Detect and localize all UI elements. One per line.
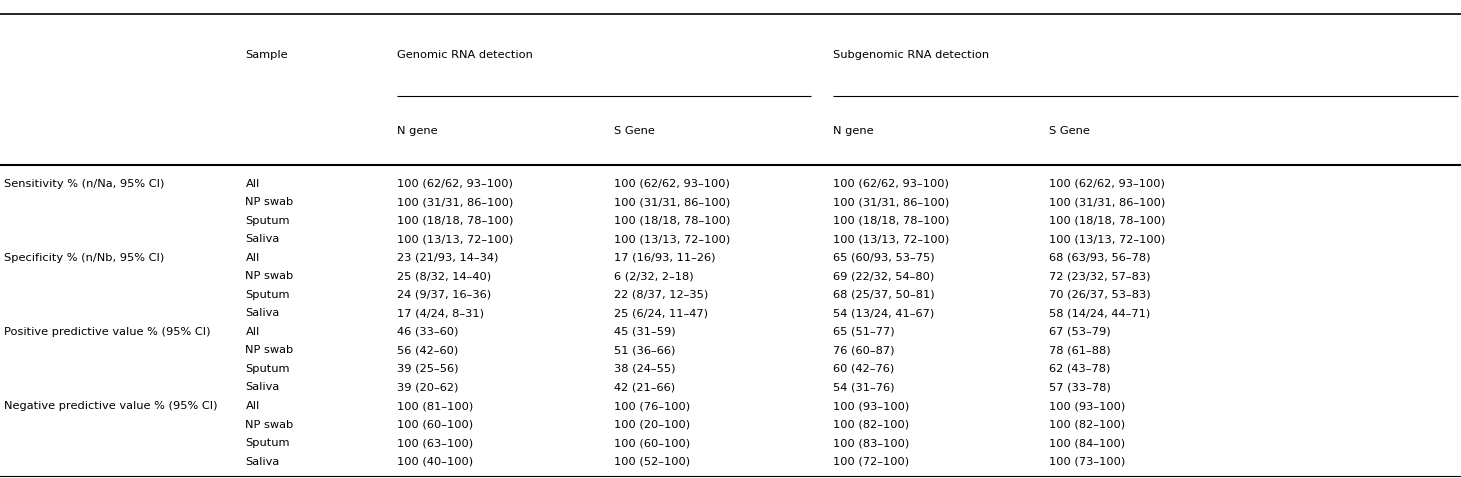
Text: S Gene: S Gene	[1049, 127, 1090, 136]
Text: 68 (63/93, 56–78): 68 (63/93, 56–78)	[1049, 253, 1150, 263]
Text: N gene: N gene	[397, 127, 438, 136]
Text: All: All	[245, 401, 260, 411]
Text: 100 (13/13, 72–100): 100 (13/13, 72–100)	[397, 234, 514, 244]
Text: 100 (72–100): 100 (72–100)	[833, 456, 909, 467]
Text: 100 (18/18, 78–100): 100 (18/18, 78–100)	[833, 216, 950, 226]
Text: Saliva: Saliva	[245, 234, 279, 244]
Text: 100 (81–100): 100 (81–100)	[397, 401, 473, 411]
Text: 100 (63–100): 100 (63–100)	[397, 438, 473, 448]
Text: 69 (22/32, 54–80): 69 (22/32, 54–80)	[833, 272, 934, 282]
Text: 78 (61–88): 78 (61–88)	[1049, 346, 1110, 356]
Text: 100 (31/31, 86–100): 100 (31/31, 86–100)	[1049, 197, 1166, 207]
Text: 17 (16/93, 11–26): 17 (16/93, 11–26)	[614, 253, 714, 263]
Text: 100 (93–100): 100 (93–100)	[1049, 401, 1125, 411]
Text: 100 (13/13, 72–100): 100 (13/13, 72–100)	[1049, 234, 1166, 244]
Text: 38 (24–55): 38 (24–55)	[614, 364, 675, 374]
Text: 100 (83–100): 100 (83–100)	[833, 438, 909, 448]
Text: Sputum: Sputum	[245, 364, 289, 374]
Text: 58 (14/24, 44–71): 58 (14/24, 44–71)	[1049, 308, 1150, 318]
Text: 22 (8/37, 12–35): 22 (8/37, 12–35)	[614, 290, 709, 300]
Text: 17 (4/24, 8–31): 17 (4/24, 8–31)	[397, 308, 485, 318]
Text: 54 (31–76): 54 (31–76)	[833, 382, 894, 392]
Text: 100 (62/62, 93–100): 100 (62/62, 93–100)	[614, 179, 729, 189]
Text: NP swab: NP swab	[245, 346, 294, 356]
Text: 45 (31–59): 45 (31–59)	[614, 327, 675, 337]
Text: Sensitivity % (n/Na, 95% CI): Sensitivity % (n/Na, 95% CI)	[4, 179, 165, 189]
Text: 100 (20–100): 100 (20–100)	[614, 420, 690, 430]
Text: 100 (18/18, 78–100): 100 (18/18, 78–100)	[614, 216, 730, 226]
Text: 100 (31/31, 86–100): 100 (31/31, 86–100)	[614, 197, 730, 207]
Text: 100 (93–100): 100 (93–100)	[833, 401, 909, 411]
Text: NP swab: NP swab	[245, 197, 294, 207]
Text: 100 (13/13, 72–100): 100 (13/13, 72–100)	[614, 234, 730, 244]
Text: 100 (13/13, 72–100): 100 (13/13, 72–100)	[833, 234, 950, 244]
Text: 100 (31/31, 86–100): 100 (31/31, 86–100)	[397, 197, 514, 207]
Text: S Gene: S Gene	[614, 127, 655, 136]
Text: Specificity % (n/Nb, 95% CI): Specificity % (n/Nb, 95% CI)	[4, 253, 165, 263]
Text: 70 (26/37, 53–83): 70 (26/37, 53–83)	[1049, 290, 1151, 300]
Text: Positive predictive value % (95% CI): Positive predictive value % (95% CI)	[4, 327, 210, 337]
Text: 100 (60–100): 100 (60–100)	[614, 438, 690, 448]
Text: 65 (60/93, 53–75): 65 (60/93, 53–75)	[833, 253, 935, 263]
Text: 39 (25–56): 39 (25–56)	[397, 364, 459, 374]
Text: 46 (33–60): 46 (33–60)	[397, 327, 459, 337]
Text: 54 (13/24, 41–67): 54 (13/24, 41–67)	[833, 308, 934, 318]
Text: 100 (84–100): 100 (84–100)	[1049, 438, 1125, 448]
Text: 23 (21/93, 14–34): 23 (21/93, 14–34)	[397, 253, 498, 263]
Text: 68 (25/37, 50–81): 68 (25/37, 50–81)	[833, 290, 935, 300]
Text: 100 (76–100): 100 (76–100)	[614, 401, 690, 411]
Text: 100 (73–100): 100 (73–100)	[1049, 456, 1125, 467]
Text: 57 (33–78): 57 (33–78)	[1049, 382, 1110, 392]
Text: 100 (40–100): 100 (40–100)	[397, 456, 473, 467]
Text: 76 (60–87): 76 (60–87)	[833, 346, 894, 356]
Text: Sputum: Sputum	[245, 216, 289, 226]
Text: NP swab: NP swab	[245, 272, 294, 282]
Text: 100 (52–100): 100 (52–100)	[614, 456, 690, 467]
Text: Sputum: Sputum	[245, 290, 289, 300]
Text: 25 (6/24, 11–47): 25 (6/24, 11–47)	[614, 308, 707, 318]
Text: 100 (82–100): 100 (82–100)	[833, 420, 909, 430]
Text: 100 (62/62, 93–100): 100 (62/62, 93–100)	[397, 179, 513, 189]
Text: N gene: N gene	[833, 127, 874, 136]
Text: All: All	[245, 253, 260, 263]
Text: 51 (36–66): 51 (36–66)	[614, 346, 675, 356]
Text: 65 (51–77): 65 (51–77)	[833, 327, 894, 337]
Text: 67 (53–79): 67 (53–79)	[1049, 327, 1110, 337]
Text: Subgenomic RNA detection: Subgenomic RNA detection	[833, 50, 989, 60]
Text: 100 (18/18, 78–100): 100 (18/18, 78–100)	[397, 216, 514, 226]
Text: 100 (31/31, 86–100): 100 (31/31, 86–100)	[833, 197, 950, 207]
Text: Sample: Sample	[245, 50, 288, 60]
Text: Saliva: Saliva	[245, 308, 279, 318]
Text: 62 (43–78): 62 (43–78)	[1049, 364, 1110, 374]
Text: Sputum: Sputum	[245, 438, 289, 448]
Text: 56 (42–60): 56 (42–60)	[397, 346, 459, 356]
Text: 100 (60–100): 100 (60–100)	[397, 420, 473, 430]
Text: All: All	[245, 179, 260, 189]
Text: 100 (62/62, 93–100): 100 (62/62, 93–100)	[1049, 179, 1164, 189]
Text: Saliva: Saliva	[245, 382, 279, 392]
Text: NP swab: NP swab	[245, 420, 294, 430]
Text: 100 (18/18, 78–100): 100 (18/18, 78–100)	[1049, 216, 1166, 226]
Text: All: All	[245, 327, 260, 337]
Text: 6 (2/32, 2–18): 6 (2/32, 2–18)	[614, 272, 694, 282]
Text: 39 (20–62): 39 (20–62)	[397, 382, 459, 392]
Text: Negative predictive value % (95% CI): Negative predictive value % (95% CI)	[4, 401, 218, 411]
Text: Saliva: Saliva	[245, 456, 279, 467]
Text: 42 (21–66): 42 (21–66)	[614, 382, 675, 392]
Text: 100 (82–100): 100 (82–100)	[1049, 420, 1125, 430]
Text: 100 (62/62, 93–100): 100 (62/62, 93–100)	[833, 179, 948, 189]
Text: 24 (9/37, 16–36): 24 (9/37, 16–36)	[397, 290, 491, 300]
Text: Genomic RNA detection: Genomic RNA detection	[397, 50, 533, 60]
Text: 72 (23/32, 57–83): 72 (23/32, 57–83)	[1049, 272, 1150, 282]
Text: 25 (8/32, 14–40): 25 (8/32, 14–40)	[397, 272, 491, 282]
Text: 60 (42–76): 60 (42–76)	[833, 364, 894, 374]
